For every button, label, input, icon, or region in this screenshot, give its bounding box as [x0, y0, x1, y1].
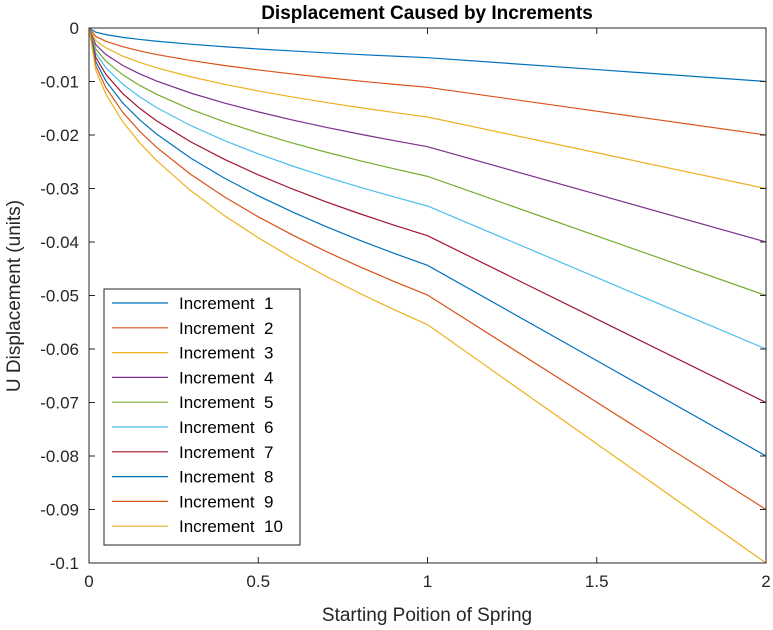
- legend-label: Increment 3: [179, 344, 274, 363]
- legend-label: Increment 9: [179, 492, 274, 511]
- legend-label: Increment 2: [179, 319, 274, 338]
- series-line-6: [88, 27, 767, 350]
- legend-box: [103, 288, 301, 546]
- y-tick-label: -0.08: [40, 447, 79, 466]
- legend: Increment 1 Increment 2 Increment 3 Increme…: [103, 288, 301, 546]
- x-tick-label: 0: [84, 572, 93, 591]
- x-tick-label: 2: [761, 572, 770, 591]
- x-tick-label: 1: [423, 572, 432, 591]
- y-tick-label: 0: [70, 19, 79, 38]
- y-tick-label: -0.1: [50, 554, 79, 573]
- series-line-5: [88, 27, 767, 297]
- series-line-8: [88, 27, 767, 457]
- legend-label: Increment 5: [179, 393, 274, 412]
- series-line-2: [88, 27, 767, 136]
- y-tick-label: -0.03: [40, 180, 79, 199]
- y-tick-label: -0.07: [40, 394, 79, 413]
- series-line-3: [88, 27, 767, 190]
- legend-label: Increment 7: [179, 443, 274, 462]
- chart-title: Displacement Caused by Increments: [261, 3, 593, 24]
- legend-label: Increment 10: [179, 517, 283, 536]
- series-line-4: [88, 27, 767, 243]
- legend-label: Increment 4: [179, 368, 274, 387]
- x-tick-label: 0.5: [246, 572, 270, 591]
- y-axis-title: U Displacement (units): [4, 200, 25, 392]
- y-tick-label: -0.05: [40, 287, 79, 306]
- y-tick-label: -0.04: [40, 233, 79, 252]
- axes: 0 0.5 1 1.5 2 0 -0.01 -0.02 -0.03 -0.04 -0.05 -0.06…: [40, 19, 770, 591]
- y-tick-label: -0.09: [40, 501, 79, 520]
- plot-area: [88, 27, 767, 564]
- x-axis-title: Starting Poition of Spring: [322, 605, 532, 626]
- legend-label: Increment 8: [179, 468, 274, 487]
- legend-label: Increment 1: [179, 294, 274, 313]
- x-tick-label: 1.5: [585, 572, 609, 591]
- series-line-7: [88, 27, 767, 404]
- y-tick-label: -0.06: [40, 340, 79, 359]
- y-tick-label: -0.01: [40, 73, 79, 92]
- legend-label: Increment 6: [179, 418, 274, 437]
- series-line-9: [88, 27, 767, 511]
- y-tick-label: -0.02: [40, 126, 79, 145]
- series-line-1: [88, 27, 767, 83]
- series-line-10: [88, 27, 767, 564]
